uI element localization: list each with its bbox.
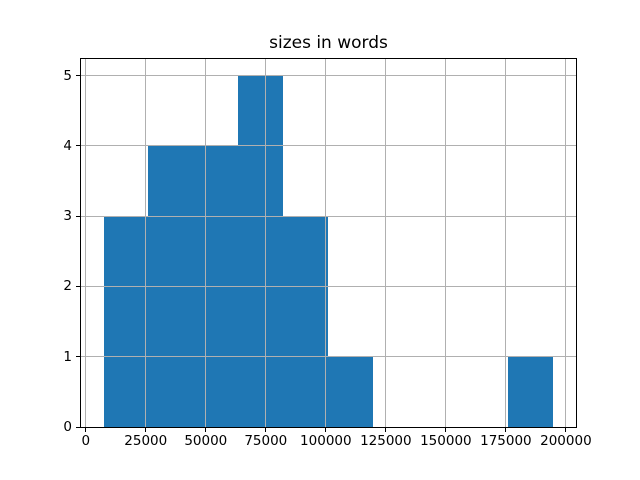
gridline-horizontal xyxy=(81,215,576,217)
gridline-vertical xyxy=(145,59,147,427)
x-axis-tick xyxy=(265,428,267,432)
gridline-vertical xyxy=(205,59,207,427)
x-axis-tick-label: 75000 xyxy=(244,433,288,449)
y-axis-tick-label: 0 xyxy=(63,419,72,435)
histogram-bar xyxy=(508,356,553,427)
gridline-vertical xyxy=(85,59,87,427)
y-axis-tick xyxy=(76,215,80,217)
y-axis-tick-label: 3 xyxy=(63,208,72,225)
gridline-vertical xyxy=(265,59,267,427)
gridline-vertical xyxy=(565,59,567,427)
x-axis-tick xyxy=(145,428,147,432)
y-axis-tick-label: 1 xyxy=(63,348,72,365)
x-axis-tick-label: 200000 xyxy=(540,433,592,449)
x-axis-tick xyxy=(205,428,207,432)
y-axis-tick-label: 4 xyxy=(63,137,72,154)
x-axis-tick xyxy=(85,428,87,432)
y-axis-tick xyxy=(76,75,80,77)
x-axis-tick xyxy=(385,428,387,432)
histogram-bar xyxy=(103,216,149,427)
x-axis-tick xyxy=(505,428,507,432)
y-axis-tick xyxy=(76,356,80,358)
histogram-bar xyxy=(238,75,284,427)
y-axis-tick-label: 5 xyxy=(63,67,72,84)
histogram-bar xyxy=(328,356,374,427)
gridline-horizontal xyxy=(81,145,576,147)
y-axis-tick xyxy=(76,285,80,287)
gridline-vertical xyxy=(445,59,447,427)
gridline-vertical xyxy=(325,59,327,427)
gridline-vertical xyxy=(385,59,387,427)
y-axis-tick-label: 2 xyxy=(63,278,72,295)
x-axis-tick-label: 150000 xyxy=(420,433,472,449)
x-axis-tick-label: 0 xyxy=(81,433,91,449)
y-axis-tick xyxy=(76,426,80,428)
gridline-vertical xyxy=(505,59,507,427)
x-axis-tick-label: 50000 xyxy=(184,433,228,449)
x-axis-tick xyxy=(565,428,567,432)
x-axis-tick xyxy=(325,428,327,432)
x-axis-tick-label: 125000 xyxy=(360,433,412,449)
x-axis-tick-label: 100000 xyxy=(300,433,352,449)
histogram-bar xyxy=(283,216,329,427)
x-axis-tick xyxy=(445,428,447,432)
x-axis-tick-label: 175000 xyxy=(480,433,532,449)
gridline-horizontal xyxy=(81,75,576,77)
gridline-horizontal xyxy=(81,285,576,287)
chart-title: sizes in words xyxy=(269,33,388,53)
x-axis-tick-label: 25000 xyxy=(124,433,168,449)
plot-area-spine xyxy=(80,58,577,428)
y-axis-tick xyxy=(76,145,80,147)
gridline-horizontal xyxy=(81,356,576,358)
